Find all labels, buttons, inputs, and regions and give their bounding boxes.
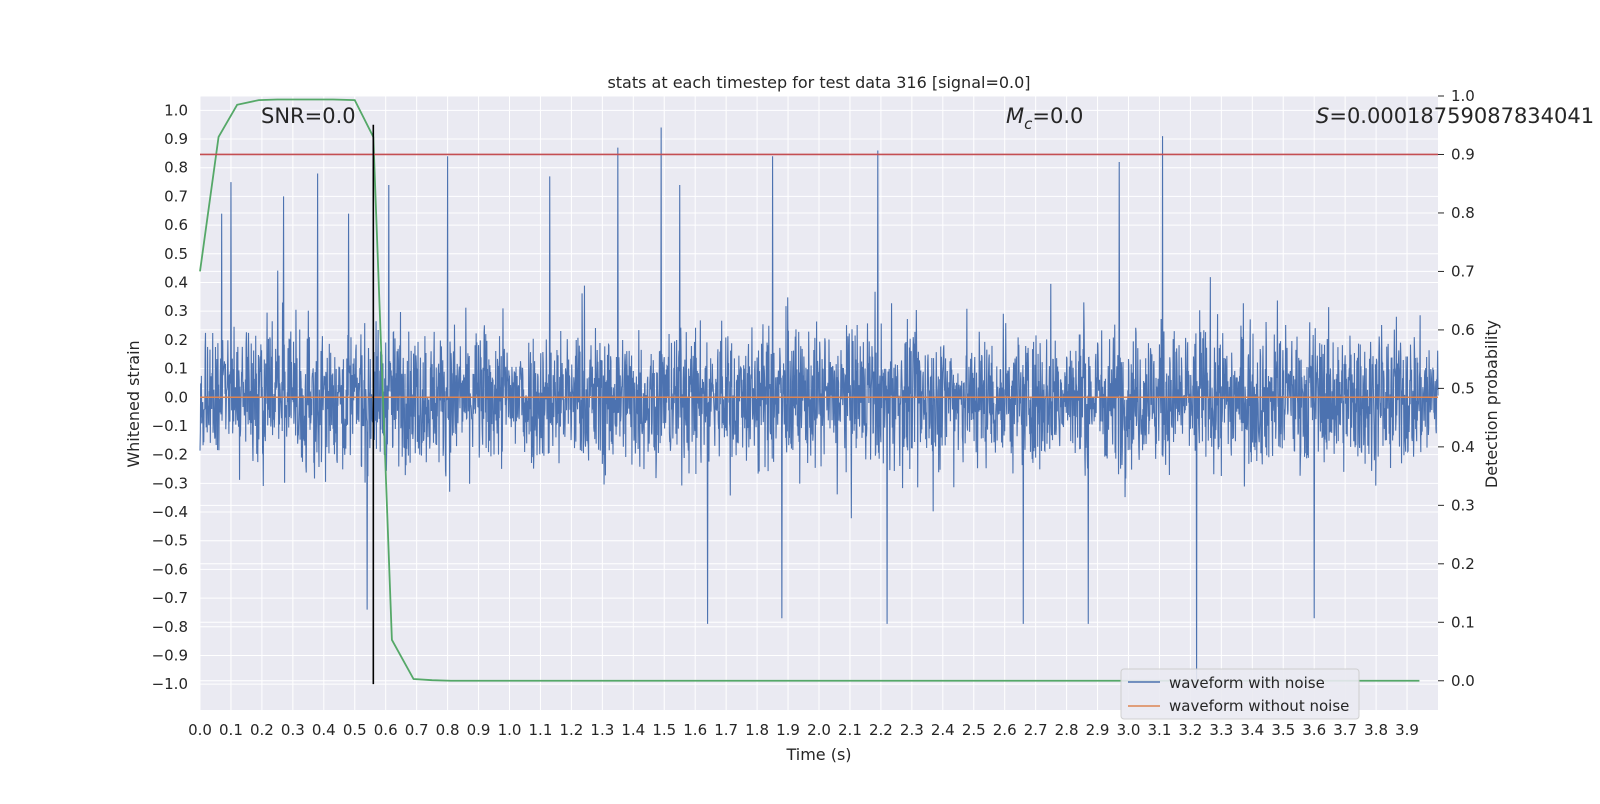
x-tick-label: 0.6 (374, 721, 398, 739)
y-tick-label-left: −0.5 (152, 532, 188, 550)
x-tick-label: 3.7 (1333, 721, 1357, 739)
ticks: 0.0 0.1 0.2 0.3 0.4 0.5 0.6 0.7 0.8 0.9 1.0 1.1 1.2 1… (152, 87, 1475, 739)
series-lines (199, 98, 1438, 685)
y-tick-label-left: −0.6 (152, 560, 188, 578)
legend-label-noise: waveform with noise (1169, 674, 1325, 692)
x-tick-label: 0.0 (188, 721, 212, 739)
y-tick-label-left: 0.5 (164, 245, 188, 263)
chart-title: stats at each timestep for test data 316… (607, 73, 1030, 92)
legend: waveform with noise waveform without noi… (1120, 668, 1360, 720)
x-tick-label: 2.1 (838, 721, 862, 739)
x-tick-label: 1.4 (621, 721, 645, 739)
x-tick-label: 0.2 (250, 721, 274, 739)
x-tick-label: 2.6 (993, 721, 1017, 739)
x-tick-label: 3.2 (1178, 721, 1202, 739)
y-tick-label-left: 0.2 (164, 331, 188, 349)
x-tick-label: 3.4 (1240, 721, 1264, 739)
y-tick-label-left: 0.7 (164, 187, 188, 205)
y-tick-label-left: −0.7 (152, 589, 188, 607)
x-tick-label: 3.6 (1302, 721, 1326, 739)
y-tick-label-right: 0.0 (1451, 672, 1475, 690)
x-tick-label: 1.9 (776, 721, 800, 739)
x-tick-label: 0.4 (312, 721, 336, 739)
legend-label-clean: waveform without noise (1169, 697, 1349, 715)
y-tick-label-left: −0.3 (152, 474, 188, 492)
mc-value: =0.0 (1032, 104, 1083, 128)
y-tick-label-right: 0.9 (1451, 145, 1475, 163)
x-tick-label: 1.0 (498, 721, 522, 739)
x-tick-label: 1.1 (529, 721, 553, 739)
y-tick-label-right: 0.5 (1451, 379, 1475, 397)
x-tick-label: 2.3 (900, 721, 924, 739)
y-tick-label-right: 1.0 (1451, 87, 1475, 105)
y-tick-label-left: 0.9 (164, 130, 188, 148)
x-tick-label: 0.7 (405, 721, 429, 739)
y-tick-label-left: 0.4 (164, 273, 188, 291)
y-tick-label-left: −0.2 (152, 446, 188, 464)
s-annotation: S=0.00018759087834041 (1316, 104, 1594, 128)
y-tick-label-right: 0.1 (1451, 613, 1475, 631)
y-tick-label-right: 0.7 (1451, 262, 1475, 280)
s-symbol: S (1316, 104, 1329, 128)
x-tick-label: 3.0 (1117, 721, 1141, 739)
x-tick-label: 3.5 (1271, 721, 1295, 739)
x-tick-label: 3.3 (1209, 721, 1233, 739)
x-tick-label: 0.5 (343, 721, 367, 739)
y-tick-label-right: 0.2 (1451, 555, 1475, 573)
s-value: =0.00018759087834041 (1329, 104, 1594, 128)
y-tick-label-left: 0.0 (164, 388, 188, 406)
y-axis-label-left: Whitened strain (124, 340, 143, 467)
y-tick-label-left: −0.4 (152, 503, 188, 521)
x-tick-label: 2.9 (1086, 721, 1110, 739)
x-tick-label: 1.7 (714, 721, 738, 739)
x-tick-label: 2.0 (807, 721, 831, 739)
y-tick-label-left: −0.8 (152, 618, 188, 636)
y-tick-label-right: 0.8 (1451, 204, 1475, 222)
x-tick-label: 2.8 (1055, 721, 1079, 739)
x-tick-label: 2.4 (931, 721, 955, 739)
x-axis-label: Time (s) (785, 745, 851, 764)
x-tick-label: 2.7 (1024, 721, 1048, 739)
y-tick-label-left: −1.0 (152, 675, 188, 693)
y-tick-label-left: 1.0 (164, 101, 188, 119)
y-tick-label-left: 0.3 (164, 302, 188, 320)
noise-line (199, 127, 1439, 690)
x-tick-label: 1.6 (683, 721, 707, 739)
snr-annotation: SNR=0.0 (261, 104, 356, 128)
y-tick-label-left: −0.1 (152, 417, 188, 435)
mc-annotation: Mc=0.0 (1006, 104, 1083, 133)
mc-subscript: c (1024, 115, 1033, 133)
x-tick-label: 3.8 (1364, 721, 1388, 739)
mc-symbol: M (1006, 104, 1024, 128)
x-tick-label: 1.3 (590, 721, 614, 739)
x-tick-label: 2.5 (962, 721, 986, 739)
y-tick-label-right: 0.6 (1451, 321, 1475, 339)
y-tick-label-right: 0.4 (1451, 438, 1475, 456)
detection-probability-line (199, 98, 1420, 682)
x-tick-label: 3.1 (1148, 721, 1172, 739)
y-tick-label-left: 0.8 (164, 159, 188, 177)
y-axis-label-right: Detection probability (1482, 320, 1501, 488)
x-tick-label: 1.2 (559, 721, 583, 739)
x-tick-label: 0.1 (219, 721, 243, 739)
x-tick-label: 0.3 (281, 721, 305, 739)
x-tick-label: 2.2 (869, 721, 893, 739)
y-tick-label-left: 0.6 (164, 216, 188, 234)
x-tick-label: 3.9 (1395, 721, 1419, 739)
y-tick-label-right: 0.3 (1451, 496, 1475, 514)
series-waveform-with-noise (199, 127, 1439, 690)
x-tick-label: 1.5 (652, 721, 676, 739)
x-tick-label: 0.8 (436, 721, 460, 739)
y-tick-label-left: −0.9 (152, 646, 188, 664)
y-tick-label-left: 0.1 (164, 360, 188, 378)
x-tick-label: 0.9 (467, 721, 491, 739)
x-tick-label: 1.8 (745, 721, 769, 739)
legend-box (1120, 668, 1360, 720)
